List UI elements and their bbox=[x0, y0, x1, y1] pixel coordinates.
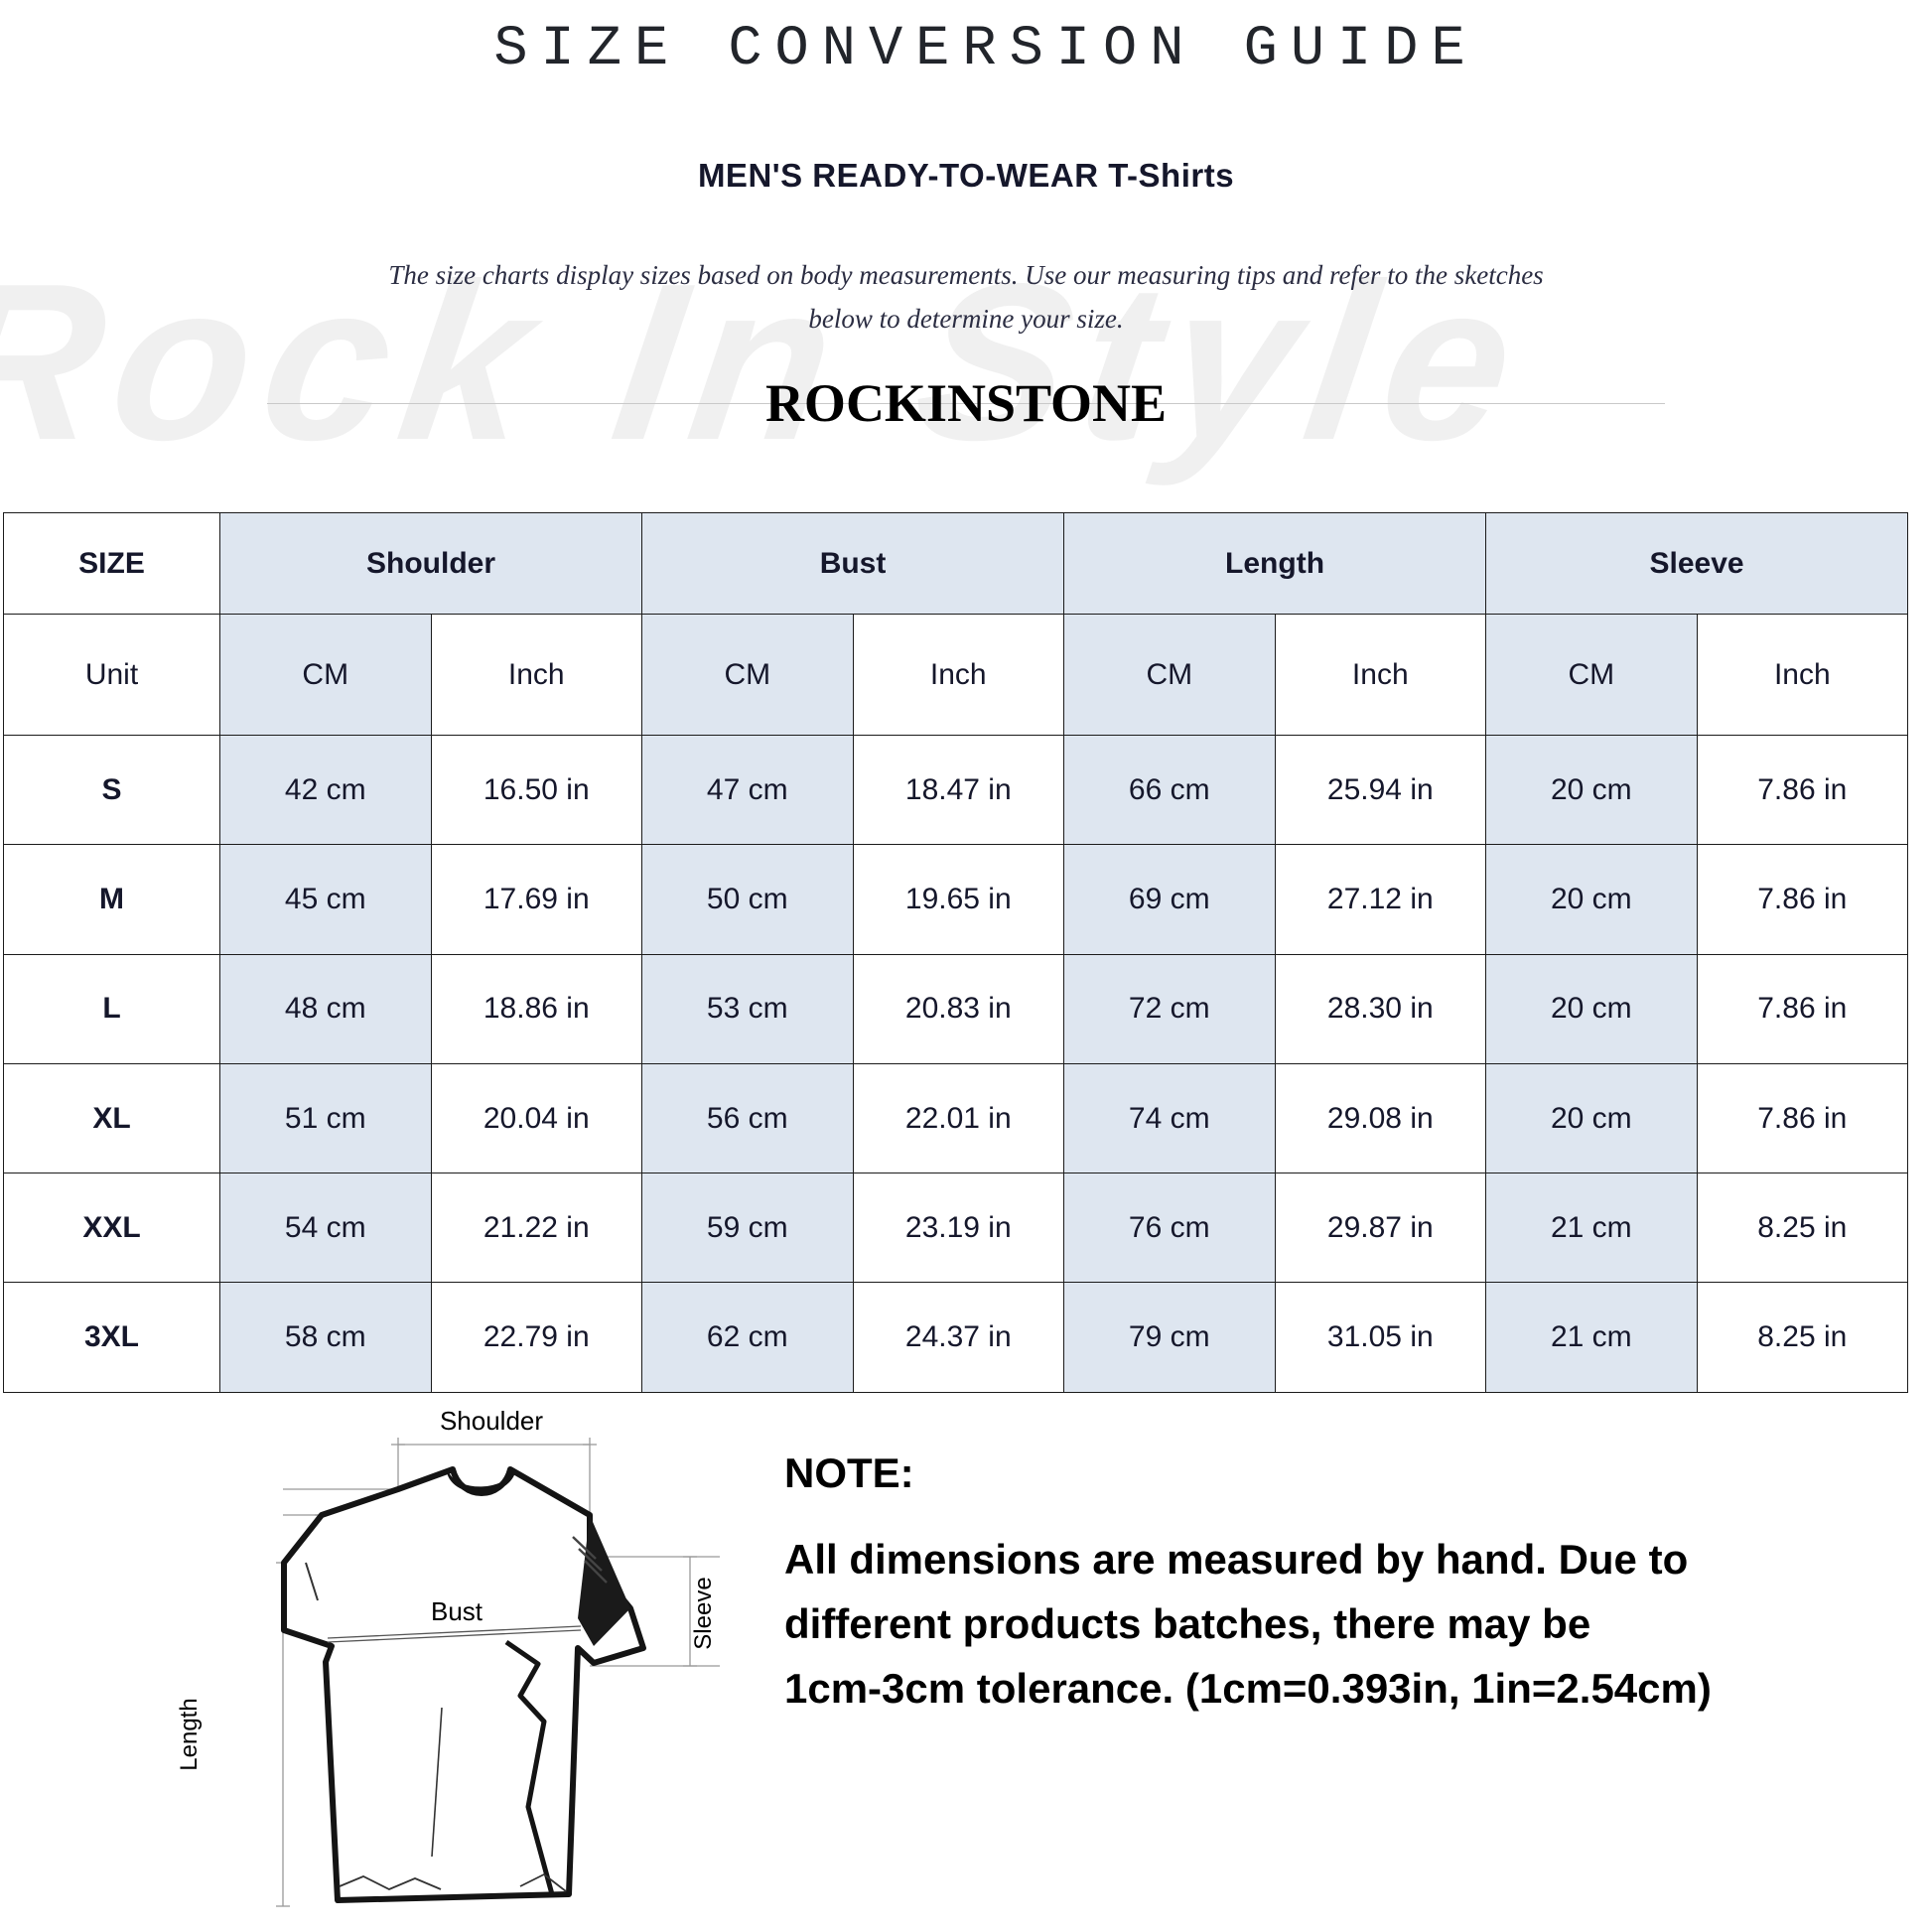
svg-text:Shoulder: Shoulder bbox=[440, 1410, 543, 1436]
svg-text:Length: Length bbox=[179, 1698, 203, 1770]
svg-text:Sleeve: Sleeve bbox=[690, 1577, 717, 1649]
svg-text:Bust: Bust bbox=[431, 1596, 483, 1626]
